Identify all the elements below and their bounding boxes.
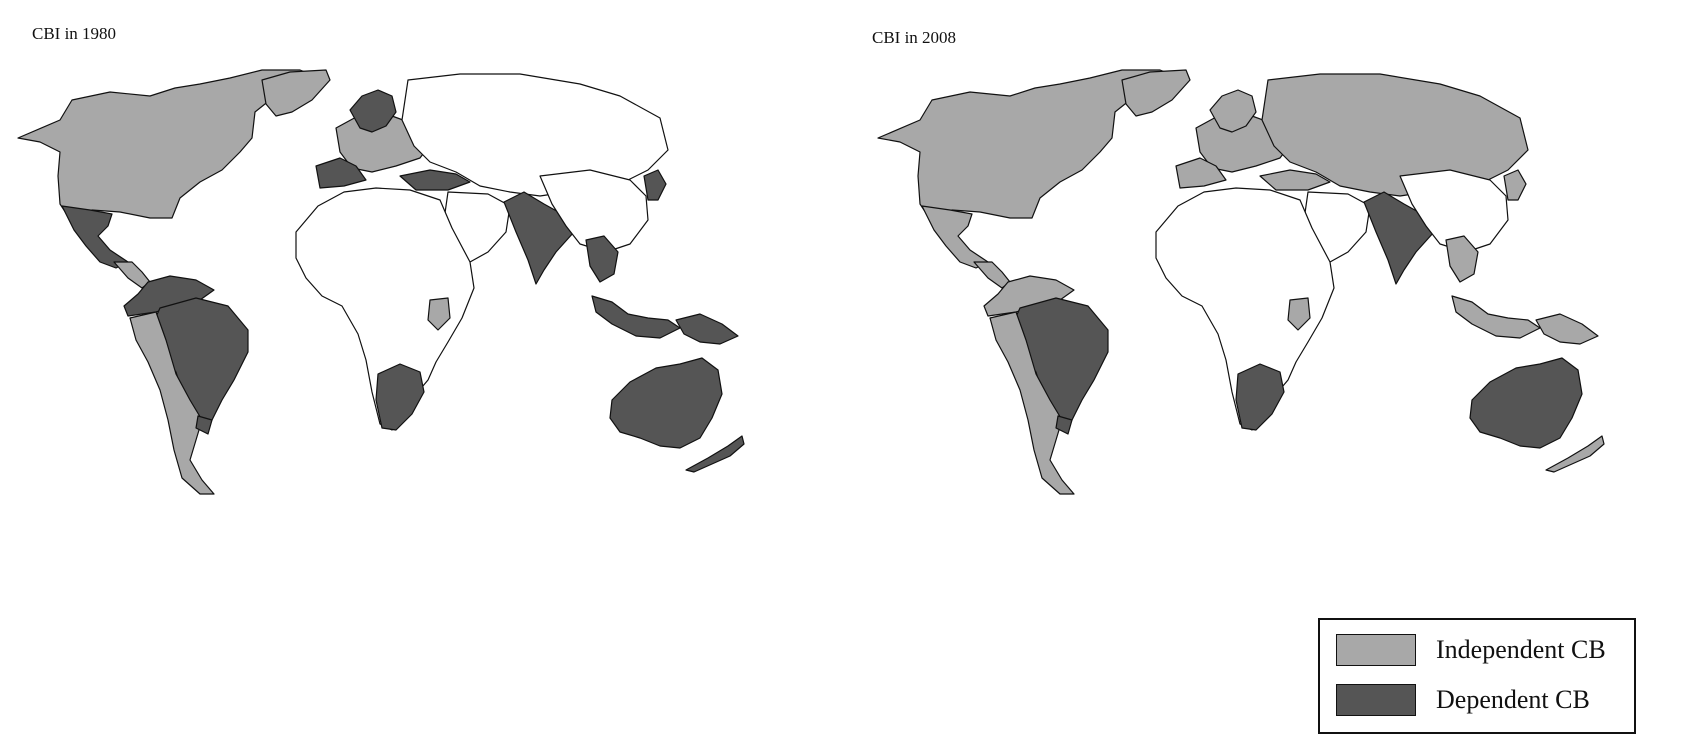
map-title: CBI in 2008 [872,28,957,47]
region-new-zealand [685,435,745,473]
region-central-america [973,261,1011,289]
world-map-2008 [877,69,1605,495]
region-south-america-south [129,311,215,495]
region-scandinavia [349,89,397,133]
region-turkey [1259,169,1331,191]
region-new-zealand [1545,435,1605,473]
region-greenland [1121,69,1191,117]
legend-label: Dependent CB [1436,685,1590,714]
region-africa [295,187,475,431]
map-title: CBI in 1980 [32,24,117,43]
region-papua [1535,313,1599,345]
region-australia [1469,357,1583,449]
legend-swatch-independent [1336,634,1416,666]
region-kenya [427,297,451,331]
region-europe-southwest [315,157,367,189]
region-southern-africa [1235,363,1285,431]
region-southeast-asia [1445,235,1479,283]
map-panel-1980: CBI in 1980 [0,0,830,560]
region-india [1363,191,1435,285]
legend-item-dependent: Dependent CB [1336,682,1590,718]
region-indonesia [1451,295,1541,339]
legend-label: Independent CB [1436,635,1606,664]
legend-swatch-dependent [1336,684,1416,716]
legend-item-independent: Independent CB [1336,632,1606,668]
map-panel-2008: CBI in 2008 [860,0,1690,560]
region-uruguay [195,415,213,435]
region-india [503,191,575,285]
world-map-1980 [17,69,745,495]
region-mexico [921,205,989,269]
region-china-east-asia [1399,169,1509,253]
region-turkey [399,169,471,191]
region-europe-southwest [1175,157,1227,189]
region-australia [609,357,723,449]
region-southern-africa [375,363,425,431]
region-africa [1155,187,1335,431]
region-south-america-south [989,311,1075,495]
region-japan [643,169,667,201]
map-legend: Independent CB Dependent CB [1318,618,1636,734]
region-greenland [261,69,331,117]
region-scandinavia [1209,89,1257,133]
region-kenya [1287,297,1311,331]
region-japan [1503,169,1527,201]
region-central-america [113,261,151,289]
region-papua [675,313,739,345]
region-southeast-asia [585,235,619,283]
region-uruguay [1055,415,1073,435]
region-china-east-asia [539,169,649,253]
region-indonesia [591,295,681,339]
region-mexico [61,205,129,269]
